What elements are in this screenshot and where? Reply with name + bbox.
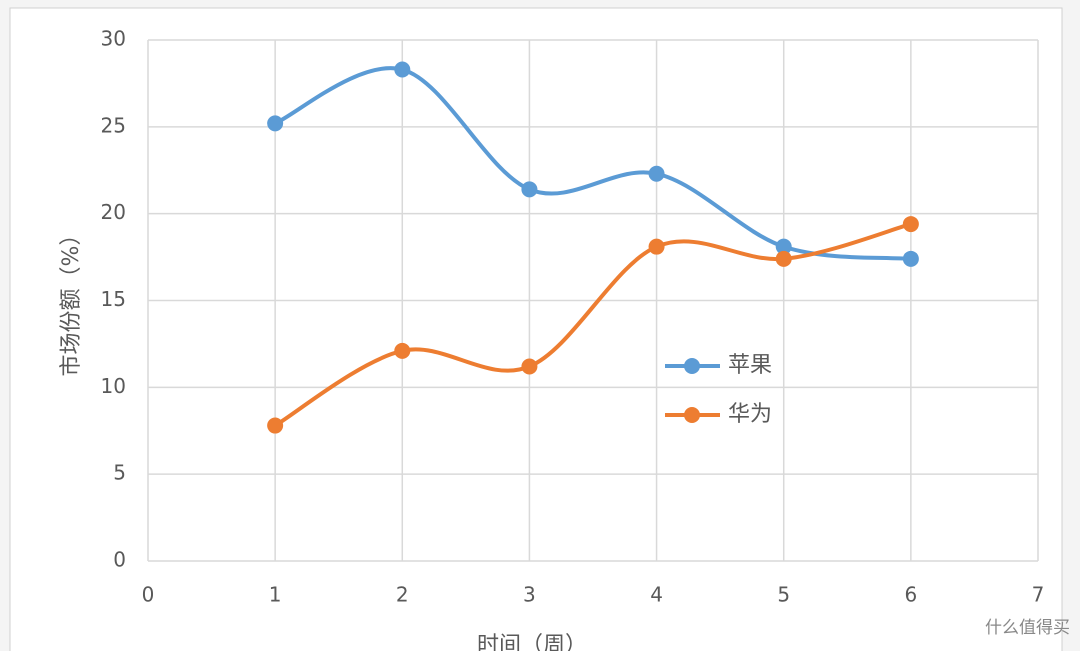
y-tick-label: 30 xyxy=(101,27,126,51)
data-point xyxy=(775,250,792,267)
legend-marker xyxy=(684,407,700,423)
x-tick-label: 0 xyxy=(142,583,155,607)
y-tick-label: 0 xyxy=(113,548,126,572)
watermark: 什么值得买 xyxy=(985,618,1070,638)
data-point xyxy=(267,417,284,434)
y-tick-label: 20 xyxy=(101,200,126,224)
data-point xyxy=(648,165,665,182)
x-tick-label: 4 xyxy=(650,583,663,607)
chart-area xyxy=(9,7,1063,651)
x-tick-label: 5 xyxy=(777,583,790,607)
x-tick-label: 6 xyxy=(904,583,917,607)
y-tick-label: 15 xyxy=(101,287,126,311)
x-tick-label: 2 xyxy=(396,583,409,607)
y-tick-label: 25 xyxy=(101,113,126,137)
y-axis-label: 市场份额（%） xyxy=(59,224,84,377)
data-point xyxy=(267,115,284,132)
data-point xyxy=(902,250,919,267)
x-axis-label: 时间（周） xyxy=(477,633,587,651)
data-point xyxy=(648,238,665,255)
data-point xyxy=(521,358,538,375)
data-point xyxy=(775,238,792,255)
data-point xyxy=(394,61,411,78)
legend-marker xyxy=(684,358,700,374)
x-tick-label: 3 xyxy=(523,583,536,607)
data-point xyxy=(394,342,411,359)
x-tick-label: 1 xyxy=(269,583,282,607)
data-point xyxy=(902,216,919,233)
y-tick-label: 10 xyxy=(101,374,126,398)
y-tick-label: 5 xyxy=(113,461,126,485)
legend-label: 华为 xyxy=(728,402,772,427)
legend-label: 苹果 xyxy=(728,353,772,378)
data-point xyxy=(521,181,538,198)
x-tick-label: 7 xyxy=(1032,583,1045,607)
